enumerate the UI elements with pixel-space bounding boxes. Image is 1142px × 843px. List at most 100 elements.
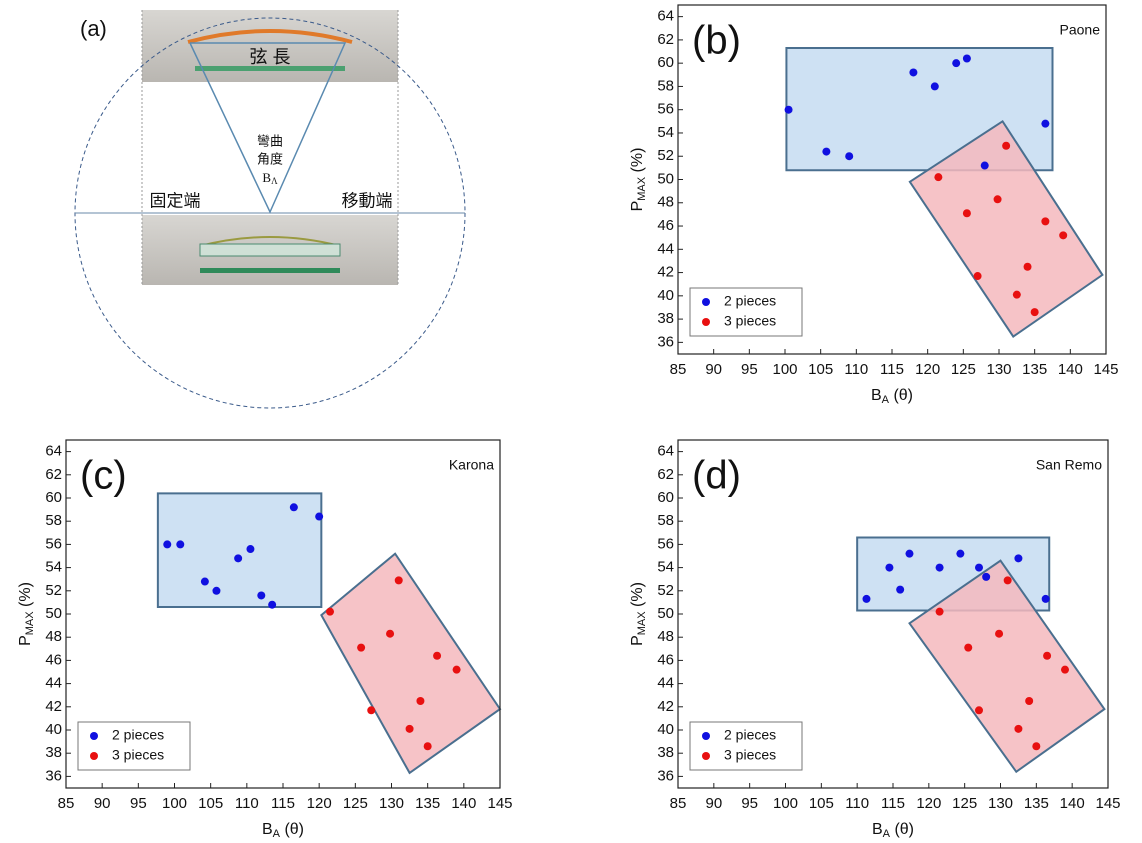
point (1041, 594, 1050, 603)
y-tick-label: 54 (45, 559, 62, 576)
x-tick-label: 100 (772, 361, 797, 378)
point (930, 82, 939, 91)
point (357, 643, 366, 652)
y-tick-label: 50 (657, 605, 674, 622)
point (935, 607, 944, 616)
panel-label: (d) (692, 454, 741, 498)
y-tick-label: 54 (657, 559, 674, 576)
scatter-chart: 85 90 95 100 105 110 115 120 125 130 135 140 145 36 38… (629, 4, 1119, 406)
point (257, 591, 266, 600)
point (822, 147, 831, 156)
y-tick-label: 60 (45, 489, 62, 506)
x-tick-label: 100 (773, 795, 798, 812)
point (200, 577, 209, 586)
x-tick-label: 140 (1058, 361, 1083, 378)
x-tick-label: 145 (1093, 361, 1118, 378)
point (234, 554, 243, 563)
x-tick-label: 85 (58, 795, 75, 812)
x-tick-label: 130 (988, 795, 1013, 812)
moving-end: 移動端 (342, 191, 393, 210)
x-tick-label: 85 (670, 795, 687, 812)
scatter-chart: 85 90 95 100 105 110 115 120 125 130 135 140 145 36 38… (17, 439, 513, 840)
x-tick-label: 130 (986, 361, 1011, 378)
legend-label: 2 pieces (724, 293, 776, 309)
legend-marker (702, 732, 710, 740)
fixed-end: 固定端 (150, 191, 201, 210)
point (163, 540, 172, 549)
point (956, 549, 965, 558)
point (1032, 742, 1041, 751)
x-tick-label: 100 (162, 795, 187, 812)
point (315, 512, 324, 521)
x-tick-label: 95 (741, 361, 758, 378)
ruler-edge (200, 268, 340, 273)
y-tick-label: 50 (45, 605, 62, 622)
y-tick-label: 46 (657, 217, 674, 234)
point (1025, 697, 1034, 705)
point (1014, 554, 1023, 563)
y-axis-label-part: P (629, 635, 646, 646)
point (975, 563, 983, 572)
point (386, 629, 395, 638)
x-tick-label: 140 (451, 795, 476, 812)
y-axis-label: PMAX (%) (629, 148, 648, 212)
x-tick-label: 110 (845, 795, 869, 812)
y-tick-label: 44 (45, 675, 62, 692)
point (952, 59, 961, 68)
x-tick-label: 145 (1095, 795, 1120, 812)
x-tick-label: 130 (379, 795, 404, 812)
y-axis-label-part: MAX (636, 176, 648, 201)
y-tick-label: 60 (657, 54, 674, 71)
x-tick-label: 105 (198, 795, 223, 812)
legend-box (77, 721, 191, 771)
point (394, 576, 403, 585)
legend-box (689, 287, 803, 337)
ruler-bottom (199, 243, 341, 257)
panel-label: (a) (80, 16, 107, 41)
point (405, 724, 414, 733)
legend-marker (702, 318, 710, 326)
x-tick-label: 105 (809, 795, 834, 812)
legend-marker (90, 732, 98, 740)
region (320, 552, 502, 775)
y-tick-label: 58 (45, 512, 62, 529)
point (1014, 724, 1023, 733)
point (1003, 576, 1012, 585)
y-tick-label: 40 (657, 287, 674, 304)
point (246, 545, 255, 554)
y-tick-label: 48 (657, 628, 674, 645)
x-tick-label: 105 (808, 361, 833, 378)
point (176, 540, 185, 549)
x-axis-label-part: (θ) (280, 821, 304, 838)
x-axis-label-part: A (883, 828, 891, 840)
point (982, 572, 991, 581)
y-tick-label: 54 (657, 124, 674, 141)
point (993, 195, 1002, 204)
y-axis-label-part: (%) (629, 148, 646, 177)
x-tick-label: 110 (844, 361, 868, 378)
x-tick-label: 85 (670, 361, 687, 378)
point (289, 503, 298, 512)
y-axis-label: PMAX (%) (17, 582, 36, 646)
angle-label: 彎曲 (257, 133, 283, 148)
legend-label: 3 pieces (724, 747, 776, 763)
x-axis-label-part: B (872, 821, 883, 838)
panel-label: (b) (692, 19, 741, 63)
legend-label: 2 pieces (724, 727, 776, 743)
point (934, 173, 943, 182)
point (885, 563, 894, 572)
y-tick-label: 48 (45, 628, 62, 645)
point (1012, 290, 1021, 299)
legend-box (689, 721, 803, 771)
x-axis-label: BA (θ) (871, 387, 913, 406)
y-tick-label: 38 (657, 310, 674, 327)
y-tick-label: 36 (45, 767, 62, 784)
x-axis-label-part: B (871, 387, 882, 404)
point (909, 68, 918, 77)
x-tick-label: 135 (415, 795, 440, 812)
chord-label: 弦 長 (249, 47, 290, 67)
point (964, 643, 973, 652)
x-tick-label: 90 (705, 795, 722, 812)
x-tick-label: 135 (1022, 361, 1047, 378)
